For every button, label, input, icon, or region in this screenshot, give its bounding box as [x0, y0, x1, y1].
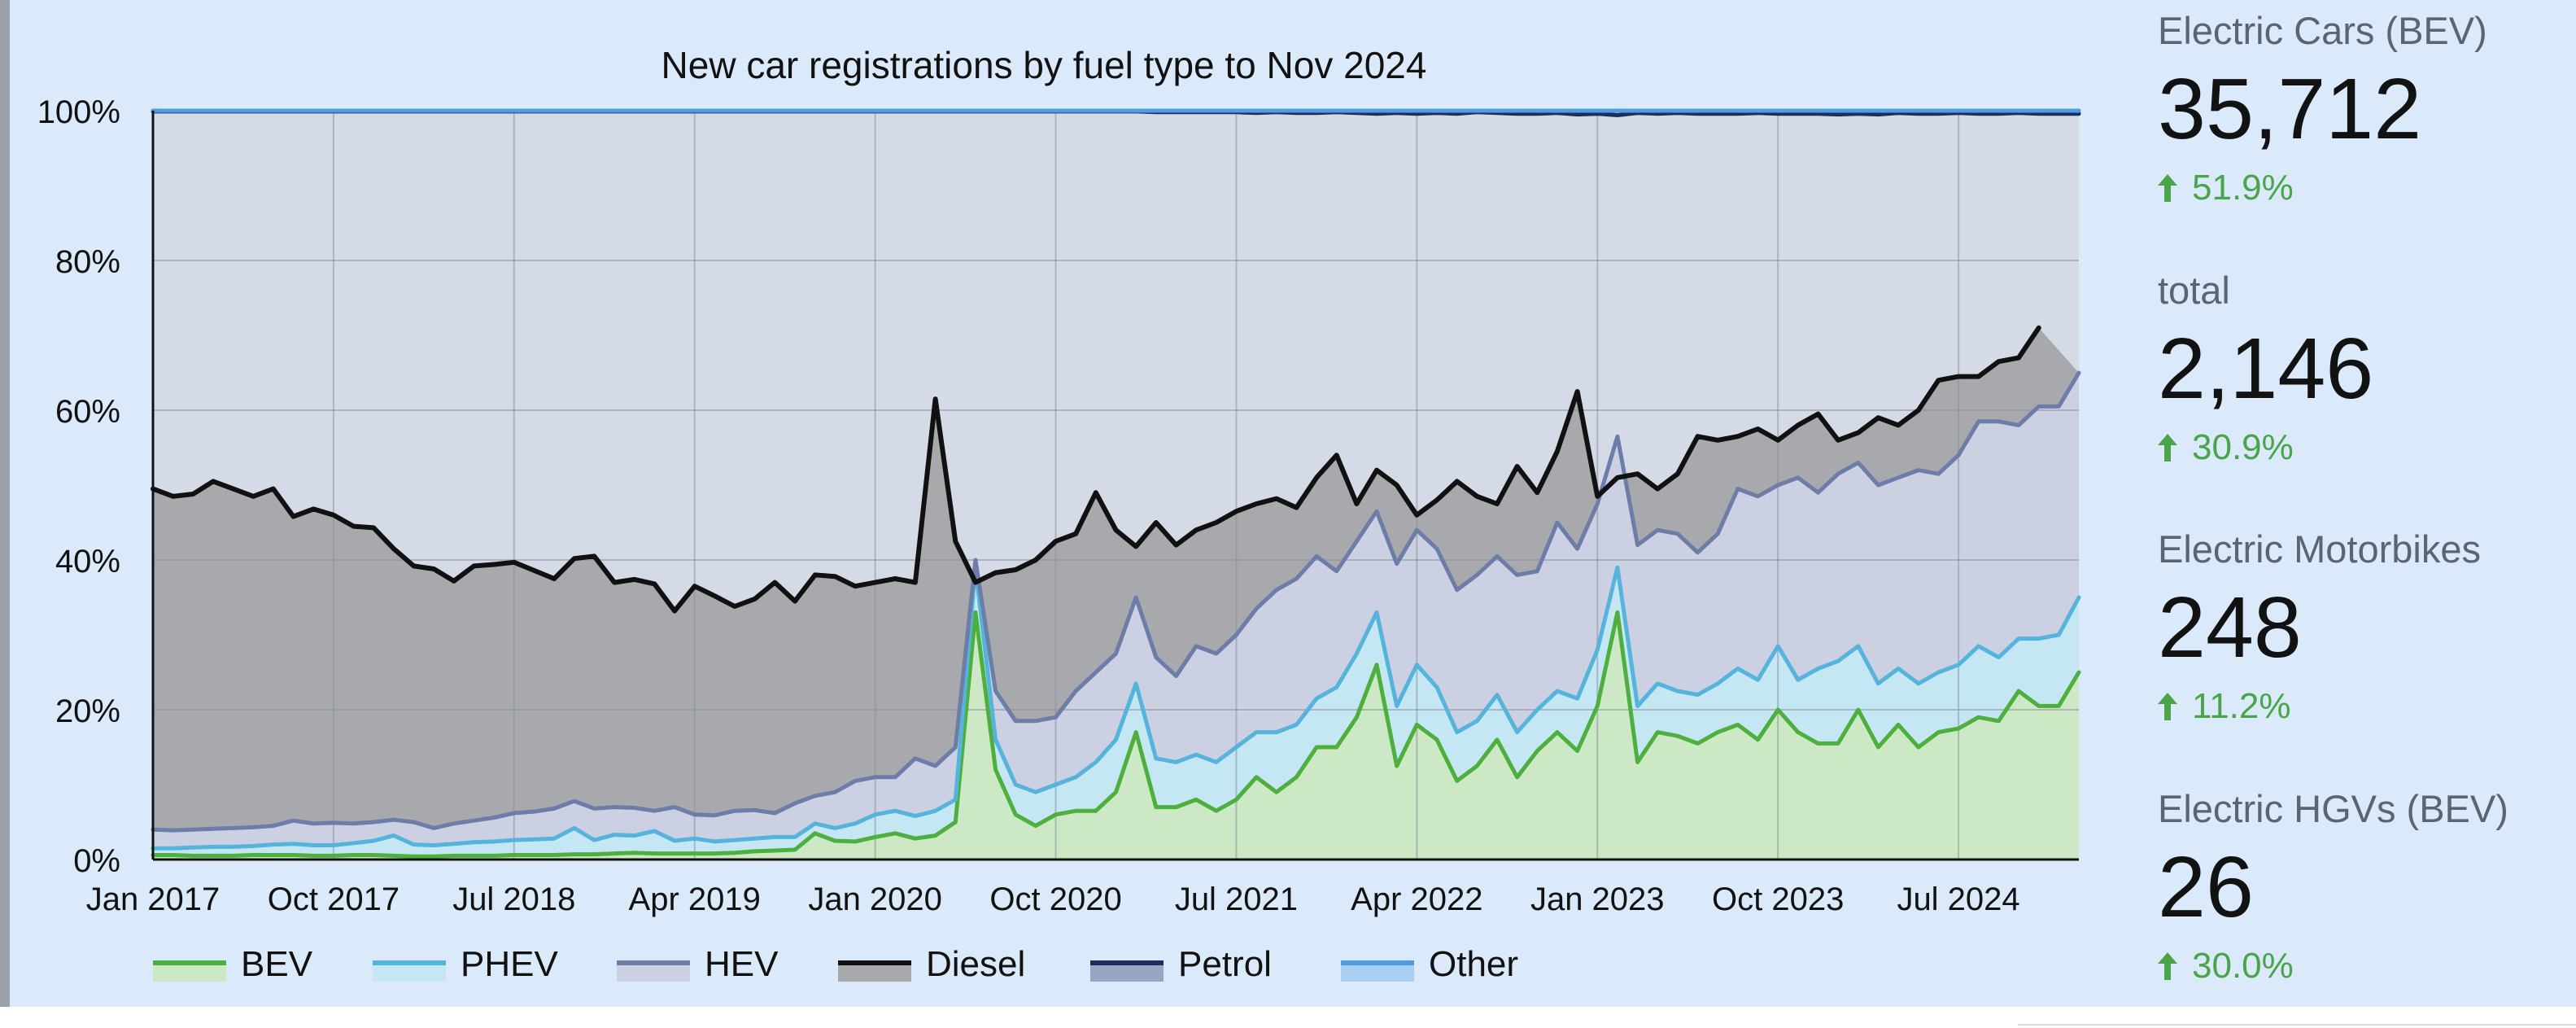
- x-tick-label: Jul 2024: [1897, 881, 2019, 917]
- y-axis-ticks: 0% 20% 40% 60% 80% 100%: [37, 94, 120, 879]
- x-tick-label: Apr 2019: [629, 881, 761, 917]
- stat-electric-cars: Electric Cars (BEV) 35,712 51.9%: [2158, 11, 2487, 206]
- line-bev: [151, 610, 2081, 859]
- grid-lines: [152, 111, 2079, 860]
- stat-value: 26: [2158, 839, 2254, 935]
- dashboard: New car registrations by fuel type to No…: [0, 0, 2576, 1007]
- stat-change-value: 11.2%: [2192, 686, 2291, 726]
- legend-label: HEV: [705, 944, 779, 984]
- legend-item-bev[interactable]: BEV: [153, 944, 313, 984]
- x-tick-label: Jan 2020: [808, 881, 942, 917]
- stat-change-value: 51.9%: [2192, 168, 2294, 208]
- legend-item-other[interactable]: Other: [1341, 944, 1518, 984]
- stat-change-value: 30.9%: [2192, 427, 2294, 467]
- legend-label: PHEV: [461, 944, 558, 984]
- line-diesel: [151, 325, 2041, 614]
- stats-panel: Electric Cars (BEV) 35,712 51.9% total 2…: [2158, 0, 2576, 1007]
- stat-value: 35,712: [2158, 61, 2422, 157]
- series-lines: [151, 108, 2081, 859]
- legend-item-diesel[interactable]: Diesel: [838, 944, 1025, 984]
- x-tick-label: Apr 2022: [1351, 881, 1482, 917]
- stat-label: total: [2158, 269, 2230, 312]
- stat-change: 51.9%: [2158, 170, 2487, 206]
- divider: [2018, 1024, 2576, 1026]
- x-tick-label: Jan 2023: [1530, 881, 1665, 917]
- y-tick-label: 40%: [55, 544, 120, 580]
- area-diesel: [153, 327, 2079, 831]
- stat-change: 11.2%: [2158, 689, 2481, 724]
- arrow-up-icon: [2158, 952, 2177, 980]
- y-tick-label: 0%: [73, 843, 120, 879]
- area-phev: [153, 567, 2079, 857]
- line-phev: [151, 565, 2081, 851]
- line-hev: [151, 370, 2081, 833]
- stat-electric-hgvs: Electric HGVs (BEV) 26 30.0%: [2158, 790, 2508, 984]
- x-axis-ticks: Jan 2017 Oct 2017 Jul 2018 Apr 2019 Jan 2020…: [86, 881, 2020, 917]
- stat-value: 248: [2158, 580, 2302, 676]
- stat-total: total 2,146 30.9%: [2158, 271, 2373, 466]
- x-tick-label: Oct 2023: [1712, 881, 1844, 917]
- arrow-up-icon: [2158, 434, 2177, 462]
- stat-label: Electric Motorbikes: [2158, 527, 2481, 571]
- stat-change: 30.0%: [2158, 948, 2508, 984]
- legend-item-phev[interactable]: PHEV: [373, 944, 558, 984]
- arrow-up-icon: [2158, 693, 2177, 720]
- stat-value: 2,146: [2158, 321, 2374, 417]
- legend-item-hev[interactable]: HEV: [617, 944, 779, 984]
- x-tick-label: Jul 2021: [1175, 881, 1298, 917]
- x-tick-label: Jan 2017: [86, 881, 220, 917]
- stat-change-value: 30.0%: [2192, 946, 2294, 986]
- legend-label: Petrol: [1178, 944, 1272, 984]
- legend-item-petrol[interactable]: Petrol: [1090, 944, 1272, 984]
- y-tick-label: 20%: [55, 693, 120, 729]
- stat-label: Electric HGVs (BEV): [2158, 787, 2508, 830]
- x-tick-label: Jul 2018: [452, 881, 575, 917]
- stat-change: 30.9%: [2158, 430, 2373, 466]
- stat-label: Electric Cars (BEV): [2158, 9, 2487, 52]
- arrow-up-icon: [2158, 174, 2177, 202]
- legend-label: Other: [1429, 944, 1518, 984]
- window-edge: [0, 0, 10, 1007]
- y-tick-label: 80%: [55, 244, 120, 280]
- legend: BEV PHEV HEV Diesel Petrol Other: [153, 944, 1518, 984]
- chart-title: New car registrations by fuel type to No…: [661, 44, 1427, 86]
- y-tick-label: 100%: [37, 94, 120, 130]
- registrations-chart: New car registrations by fuel type to No…: [37, 44, 2081, 984]
- x-tick-label: Oct 2020: [989, 881, 1121, 917]
- stat-electric-motorbikes: Electric Motorbikes 248 11.2%: [2158, 530, 2481, 724]
- y-tick-label: 60%: [55, 394, 120, 430]
- area-hev: [153, 373, 2079, 849]
- legend-label: BEV: [241, 944, 313, 984]
- legend-label: Diesel: [926, 944, 1025, 984]
- x-tick-label: Oct 2017: [268, 881, 399, 917]
